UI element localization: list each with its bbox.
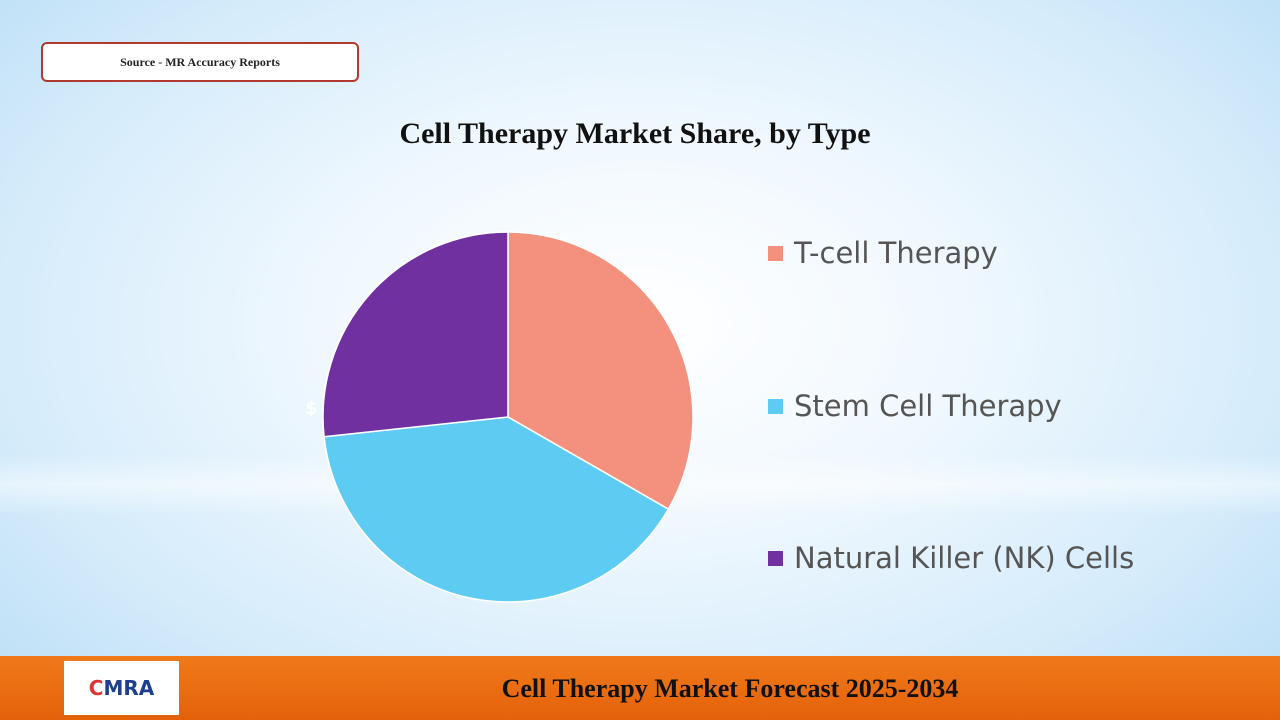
pie-slice-stem-cell-therapy <box>323 416 670 603</box>
legend-item-nk-cells: Natural Killer (NK) Cells <box>768 541 1134 575</box>
source-box: Source - MR Accuracy Reports <box>41 42 359 82</box>
chart-title: Cell Therapy Market Share, by Type <box>399 117 871 150</box>
data-label-partial: $ <box>305 398 318 419</box>
footer-title: Cell Therapy Market Forecast 2025-2034 <box>501 674 959 703</box>
legend-swatch <box>768 550 783 566</box>
pie-slice-natural-killer-nk-cells <box>322 231 509 438</box>
legend-item-t-cell: T-cell Therapy <box>768 236 998 270</box>
legend-swatch <box>768 245 783 261</box>
mra-logo: C MRA <box>64 661 179 715</box>
legend-item-stem-cell: Stem Cell Therapy <box>768 389 1062 423</box>
legend-label: Natural Killer (NK) Cells <box>794 541 1135 575</box>
legend-label: Stem Cell Therapy <box>794 389 1062 423</box>
pie-slice-t-cell-therapy <box>507 231 694 511</box>
legend-label: T-cell Therapy <box>794 236 998 270</box>
legend-swatch <box>768 398 783 414</box>
footer-bar <box>0 656 1280 720</box>
